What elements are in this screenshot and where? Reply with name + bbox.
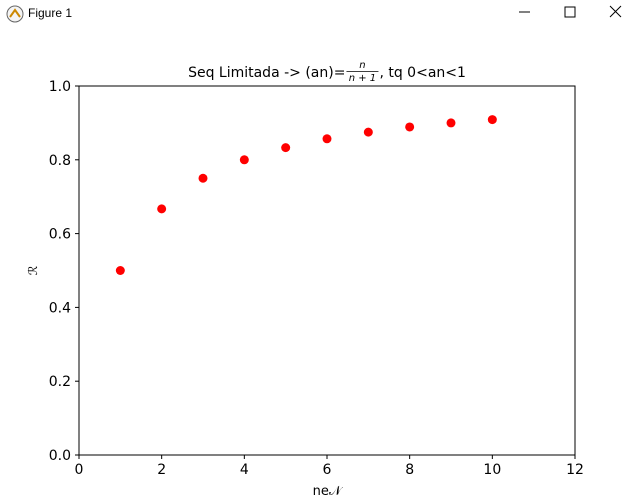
x-tick-label: 6 (323, 462, 332, 478)
title-suffix: , tq 0<an<1 (379, 65, 465, 81)
x-tick-label: 12 (566, 462, 584, 478)
title-bar: Figure 1 (0, 0, 633, 26)
point (115, 266, 125, 275)
x-tick-label: 4 (240, 462, 249, 478)
y-tick-label: 0.0 (49, 448, 71, 464)
point (198, 173, 208, 183)
x-axis-label: ne𝒩 (313, 484, 344, 499)
y-tick-label: 0.8 (49, 153, 71, 169)
app-icon (6, 5, 24, 23)
title-numerator: n (359, 60, 365, 71)
chart: 0 2 4 6 8 10 12 0.0 0.2 0.4 0.6 0.8 1.0 Seq Limitada … (26, 60, 584, 499)
point (239, 155, 249, 165)
y-axis-label: ℛ (26, 265, 40, 275)
title-text: Seq Limitada -> (an)= (188, 65, 345, 81)
point (157, 204, 167, 214)
x-tick-label: 10 (483, 462, 501, 478)
close-button[interactable] (609, 5, 622, 18)
point (487, 115, 497, 125)
window-controls (519, 5, 622, 18)
chart-title: Seq Limitada -> (an)= (188, 65, 345, 81)
point (281, 143, 291, 153)
point (363, 127, 373, 137)
x-tick-label: 2 (157, 462, 166, 478)
point (446, 118, 456, 128)
y-tick-label: 0.6 (49, 227, 71, 243)
x-tick-label: 8 (405, 462, 414, 478)
point (405, 122, 415, 132)
maximize-button[interactable] (564, 6, 576, 18)
y-tick-label: 0.4 (49, 300, 71, 316)
point (322, 134, 332, 144)
window-title: Figure 1 (28, 6, 73, 20)
title-denominator: n + 1 (349, 73, 376, 84)
y-tick-label: 1.0 (49, 79, 71, 95)
x-tick-label: 0 (75, 462, 84, 478)
y-tick-label: 0.2 (49, 374, 71, 390)
